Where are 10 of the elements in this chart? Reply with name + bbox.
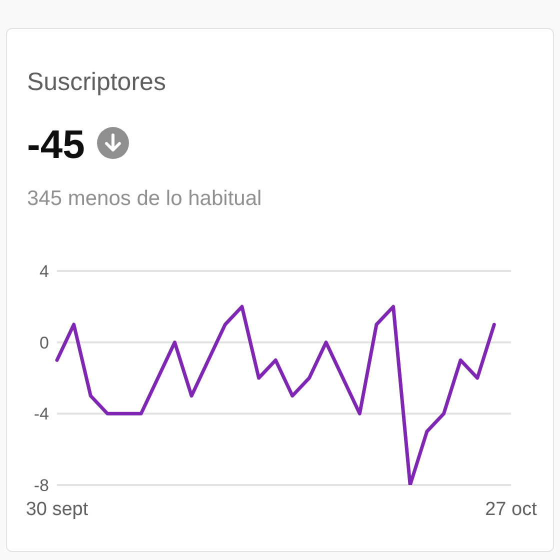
line-series <box>55 304 496 485</box>
y-tick-label: 0 <box>40 333 49 352</box>
y-tick-label: -8 <box>34 476 49 496</box>
chart-subtitle: -45 <box>27 123 85 167</box>
x-tick-label: 30 sept <box>26 499 89 520</box>
text: 345 menos de lo habitual <box>27 187 262 210</box>
y-tick-label: 4 <box>40 262 49 282</box>
chart-title: Suscriptores <box>27 68 166 96</box>
y-tick-label: -4 <box>34 404 49 424</box>
x-tick-label: 27 oct <box>485 499 538 520</box>
